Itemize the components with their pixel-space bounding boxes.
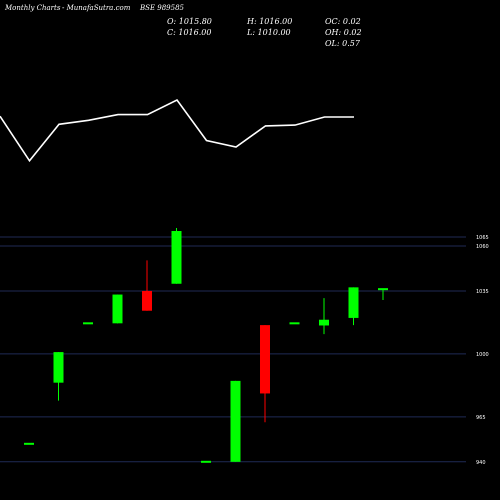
ol-value: OL: 0.57 — [325, 39, 360, 48]
y-tick-label: 1035 — [476, 289, 489, 295]
y-tick-label: 1000 — [476, 352, 489, 358]
candle-body — [319, 319, 329, 326]
candle-body — [230, 380, 241, 462]
oc-value: OC: 0.02 — [325, 17, 361, 26]
y-tick-label: 965 — [476, 415, 486, 421]
candle-body — [171, 231, 182, 284]
candle-body — [348, 287, 359, 318]
candle-body — [53, 352, 64, 383]
y-tick-label: 1060 — [476, 244, 489, 250]
open-value: O: 1015.80 — [167, 17, 212, 26]
close-value: C: 1016.00 — [167, 28, 212, 37]
high-value: H: 1016.00 — [247, 17, 293, 26]
candle-body — [83, 322, 93, 325]
y-tick-label: 1065 — [476, 235, 489, 241]
low-value: L: 1010.00 — [247, 28, 291, 37]
chart-symbol: BSE 989585 — [140, 4, 184, 12]
candle-body — [378, 288, 388, 291]
line-series — [0, 98, 354, 163]
oh-value: OH: 0.02 — [325, 28, 362, 37]
candle-body — [142, 290, 152, 311]
chart-title: Monthly Charts — [5, 4, 61, 12]
chart-source: - MunafaSutra.com — [62, 4, 131, 12]
candle-body — [201, 460, 211, 463]
candle-body — [260, 325, 270, 394]
y-tick-label: 940 — [476, 460, 486, 466]
candle-body — [24, 442, 34, 445]
candle-body — [112, 294, 123, 324]
candle-body — [289, 322, 300, 325]
